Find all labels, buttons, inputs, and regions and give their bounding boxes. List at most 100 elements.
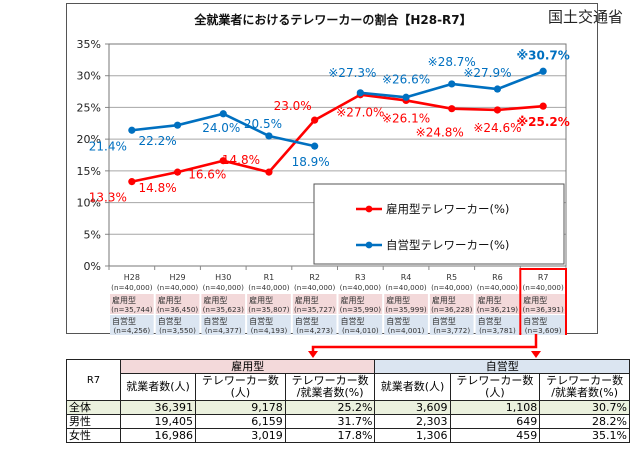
- category-employed-n: (n=35,990): [340, 305, 382, 314]
- table-cell: 3,019: [195, 428, 286, 443]
- column-header-line: テレワーカー数: [201, 374, 279, 387]
- table-cell: 9,178: [195, 400, 286, 415]
- category-total-n: (n=40,000): [157, 283, 199, 292]
- chart-title: 全就業者におけるテレワーカーの割合【H28-R7】: [193, 12, 471, 27]
- y-tick-label: 25%: [77, 101, 101, 114]
- category-self-bg: [292, 315, 337, 335]
- legend-label: 自営型テレワーカー(%): [386, 238, 509, 252]
- table-cell: 36,391: [119, 400, 197, 415]
- category-employed-bg: [155, 294, 200, 314]
- x-tick-label: R6: [492, 273, 503, 282]
- data-point: [219, 157, 227, 165]
- category-self-bg: [384, 315, 428, 335]
- table-cell: 31.7%: [284, 414, 376, 429]
- y-tick-label: 10%: [77, 197, 101, 210]
- column-header-line: /就業者数(%): [296, 386, 364, 399]
- data-point: [219, 110, 227, 118]
- column-header-line: テレワーカー数: [291, 374, 369, 387]
- category-self-label: 自営型: [203, 316, 227, 326]
- category-employed-label: 雇用型: [341, 295, 365, 305]
- data-label: ※27.3%: [328, 66, 376, 80]
- category-total-n: (n=40,000): [431, 283, 473, 292]
- category-employed-label: 雇用型: [158, 295, 182, 305]
- table-cell: 1,108: [449, 400, 541, 415]
- table-cell: 30.7%: [539, 400, 630, 415]
- category-self-n: (n=3,609): [525, 326, 562, 335]
- data-point: [311, 116, 319, 124]
- column-header-line: 就業者数(人): [380, 380, 445, 393]
- category-employed-n: (n=35,744): [111, 305, 153, 314]
- category-employed-label: 雇用型: [523, 295, 547, 305]
- category-employed-label: 雇用型: [249, 295, 273, 305]
- category-self-label: 自営型: [295, 316, 319, 326]
- category-employed-label: 雇用型: [478, 295, 502, 305]
- category-employed-bg: [110, 294, 154, 314]
- data-point: [173, 121, 182, 129]
- data-label: ※26.1%: [382, 111, 430, 125]
- column-header: テレワーカー数/就業者数(%): [284, 373, 376, 401]
- category-self-label: 自営型: [478, 316, 502, 326]
- category-employed-n: (n=36,228): [431, 305, 473, 314]
- category-employed-label: 雇用型: [432, 295, 456, 305]
- data-label: 18.9%: [292, 155, 330, 169]
- category-employed-label: 雇用型: [295, 295, 319, 305]
- data-label: 16.6%: [188, 168, 226, 182]
- data-point: [265, 168, 273, 176]
- table-cell: 459: [449, 428, 541, 443]
- y-tick-label: 20%: [77, 133, 101, 146]
- data-point: [311, 142, 319, 150]
- category-self-label: 自営型: [112, 316, 136, 326]
- category-self-bg: [475, 315, 520, 335]
- category-total-n: (n=40,000): [203, 283, 245, 292]
- x-tick-label: R1: [264, 273, 275, 282]
- y-tick-label: 30%: [77, 70, 101, 83]
- data-label: ※27.0%: [336, 106, 384, 120]
- data-point: [128, 126, 136, 134]
- data-label: ※26.6%: [382, 72, 430, 86]
- category-total-n: (n=40,000): [111, 283, 153, 292]
- category-self-label: 自営型: [386, 316, 410, 326]
- data-point: [493, 85, 502, 93]
- data-label: 22.2%: [138, 134, 176, 148]
- series-line: [314, 93, 544, 122]
- category-self-n: (n=3,550): [159, 326, 196, 335]
- x-tick-label: H29: [169, 273, 185, 282]
- category-self-label: 自営型: [158, 316, 182, 326]
- category-employed-label: 雇用型: [386, 295, 410, 305]
- chart-frame: 全就業者におけるテレワーカーの割合【H28-R7】 0% 5% 10% 15% 20% 25…: [66, 3, 598, 335]
- x-tick-label: R2: [309, 273, 320, 282]
- category-total-n: (n=40,000): [522, 283, 564, 292]
- data-label: 13.3%: [89, 191, 127, 205]
- category-self-label: 自営型: [341, 316, 365, 326]
- category-employed-bg: [521, 294, 565, 314]
- table-cell: 2,303: [374, 414, 451, 429]
- group-header-employed: 雇用型: [119, 359, 376, 374]
- table-cell: 3,609: [374, 400, 451, 415]
- table-corner: R7: [66, 359, 121, 401]
- category-total-n: (n=40,000): [477, 283, 519, 292]
- table-row: 全体 36,391 9,178 25.2% 3,609 1,108 30.7%: [66, 400, 630, 415]
- y-tick-label: 0%: [84, 260, 101, 273]
- category-employed-n: (n=36,219): [477, 305, 519, 314]
- table-cell: 35.1%: [539, 428, 630, 443]
- arrow-head-employed: [308, 351, 318, 358]
- column-header-line: 就業者数(人): [126, 380, 190, 393]
- data-label: 20.5%: [244, 117, 282, 131]
- category-self-label: 自営型: [249, 316, 273, 326]
- column-header: 就業者数(人): [374, 373, 451, 401]
- category-employed-n: (n=36,450): [157, 305, 199, 314]
- category-employed-label: 雇用型: [112, 295, 136, 305]
- summary-table: R7 雇用型 自営型 就業者数(人) テレワーカー数 (人) テレワーカー数/就業者数…: [66, 359, 630, 443]
- category-total-n: (n=40,000): [294, 283, 336, 292]
- category-total-n: (n=40,000): [385, 283, 427, 292]
- y-tick-label: 35%: [77, 38, 101, 51]
- legend-marker: [365, 205, 373, 213]
- data-label: 14.8%: [222, 153, 260, 167]
- category-self-bg: [110, 315, 154, 335]
- data-label: ※27.9%: [463, 66, 511, 80]
- legend-label: 雇用型テレワーカー(%): [386, 202, 509, 216]
- category-self-bg: [155, 315, 200, 335]
- category-self-n: (n=4,256): [113, 326, 150, 335]
- category-employed-bg: [429, 294, 474, 314]
- row-label: 男性: [66, 414, 121, 429]
